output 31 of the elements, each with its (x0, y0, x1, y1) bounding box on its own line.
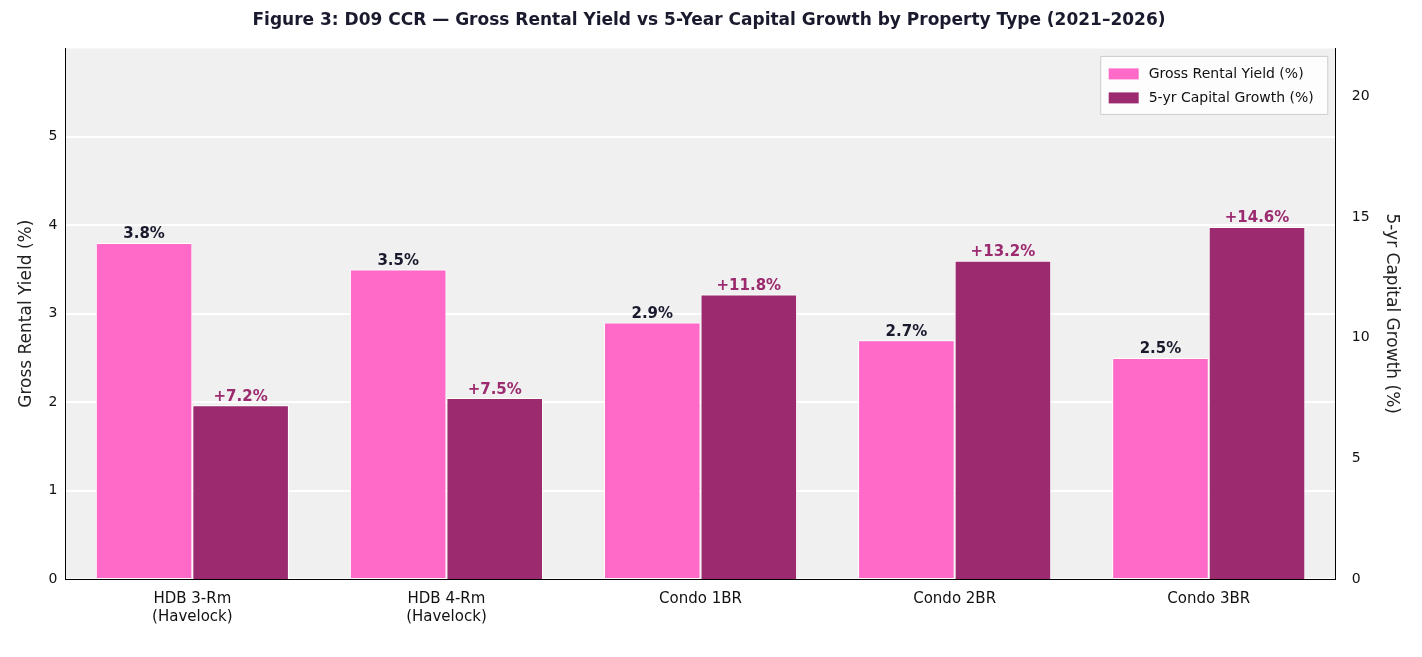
x-tick-label: Condo 1BR (659, 588, 742, 607)
y2-tick-label: 20 (1351, 87, 1370, 104)
y-tick-label: 5 (48, 127, 58, 144)
data-label: +13.2% (970, 242, 1036, 261)
legend-label: Gross Rental Yield (%) (1148, 65, 1304, 82)
data-label: 3.5% (377, 250, 419, 269)
data-label: +11.8% (716, 275, 782, 294)
y2-tick-label: 15 (1351, 207, 1370, 224)
chart-title: Figure 3: D09 CCR — Gross Rental Yield vs 5-Year Capital Growth by Property Type (2021–2026) (252, 8, 1166, 29)
y-tick-label: 2 (48, 392, 58, 409)
data-label: 3.8% (123, 224, 165, 243)
y-tick-label: 4 (48, 215, 58, 232)
data-label: +7.2% (213, 386, 268, 405)
y-tick-label: 3 (48, 304, 58, 321)
data-label: 2.7% (885, 321, 928, 340)
y2-tick-label: 10 (1351, 328, 1370, 345)
data-label: +7.5% (467, 379, 522, 398)
x-tick-label: HDB 3-Rm (Havelock) (152, 588, 233, 625)
y-tick-label: 1 (48, 481, 58, 498)
x-tick-label: HDB 4-Rm (Havelock) (406, 588, 487, 625)
data-label: 2.9% (631, 303, 674, 322)
y2-tick-label: 5 (1351, 449, 1361, 466)
data-label: +14.6% (1224, 208, 1290, 227)
y-tick-label: 0 (48, 569, 58, 586)
data-label: 2.5% (1139, 339, 1182, 358)
y-axis-title: Gross Rental Yield (%) (14, 219, 35, 408)
y2-axis-title: 5-yr Capital Growth (%) (1383, 213, 1404, 414)
x-tick-label: Condo 3BR (1167, 588, 1251, 607)
legend-label: 5-yr Capital Growth (%) (1148, 89, 1314, 106)
x-tick-label: Condo 2BR (913, 588, 997, 607)
y2-tick-label: 0 (1351, 569, 1361, 586)
